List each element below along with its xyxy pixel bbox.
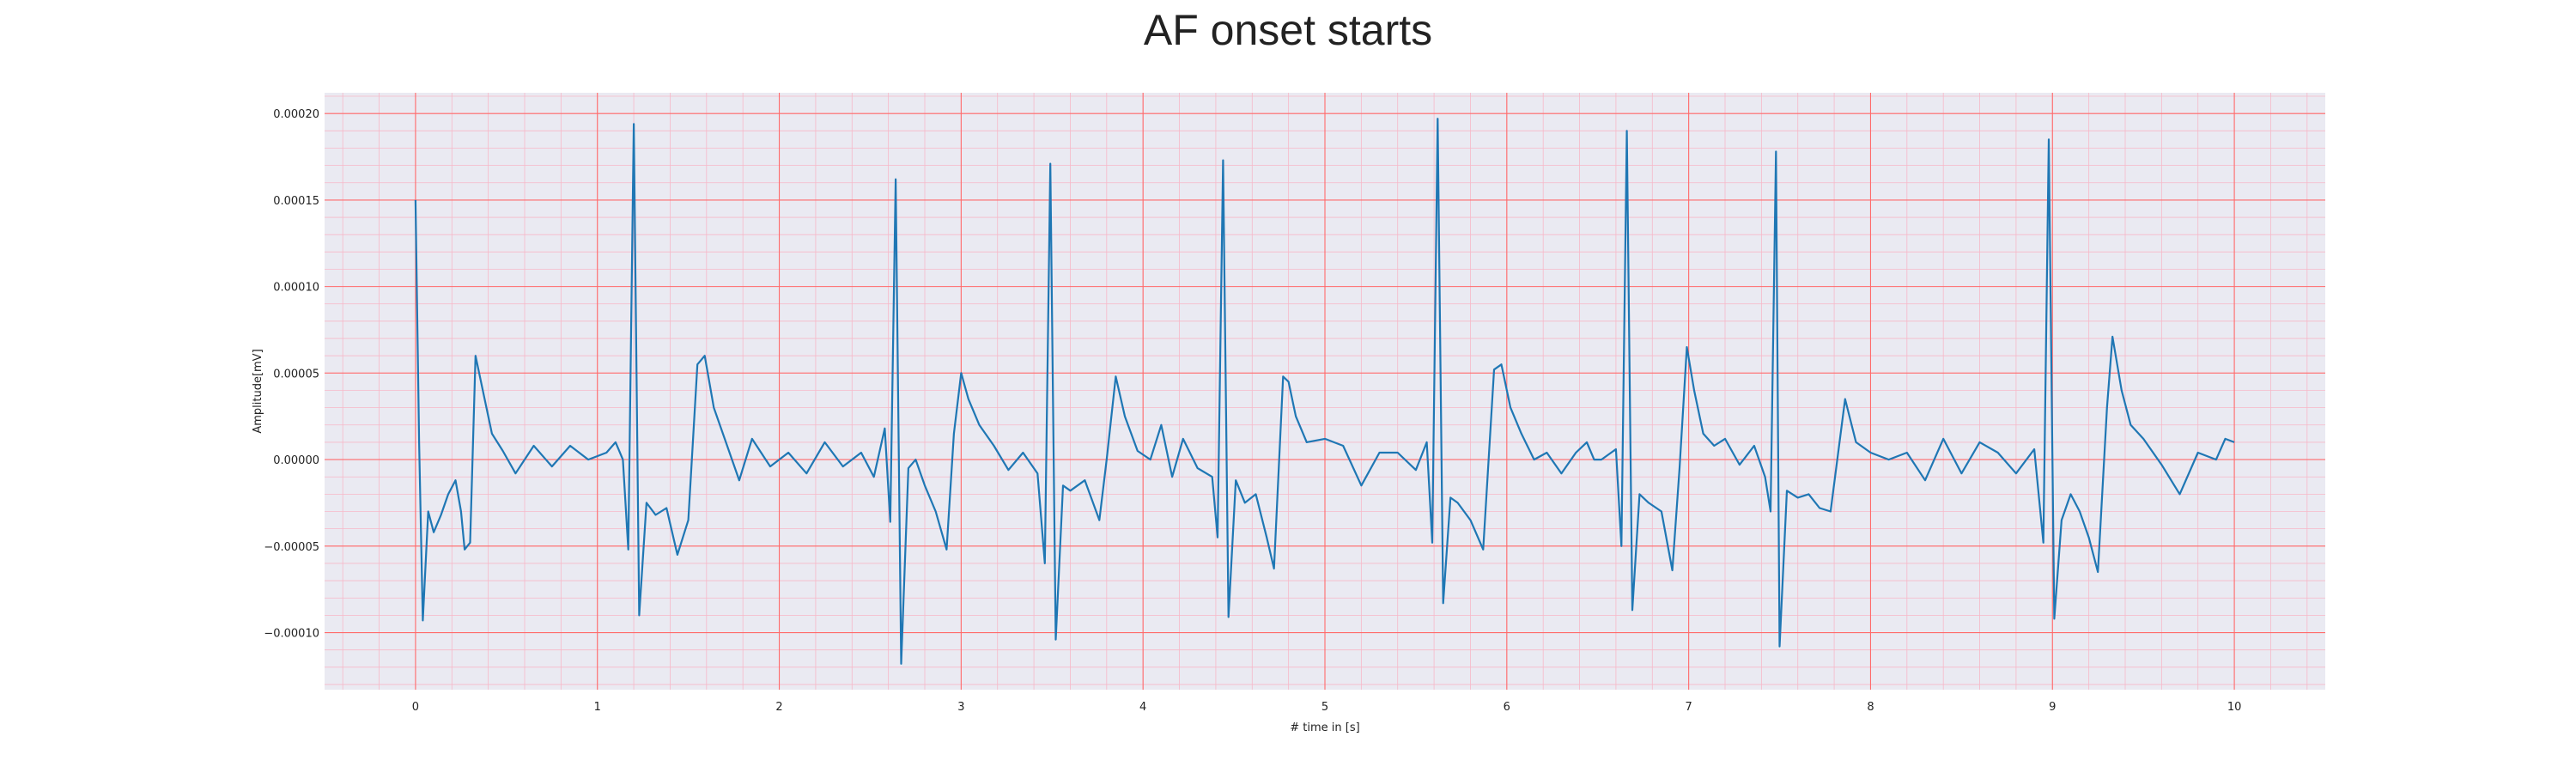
x-tick-label: 0 — [412, 701, 419, 714]
y-tick-label: 0.00020 — [273, 108, 319, 121]
y-tick-labels: −0.00010 −0.00005 0.00000 0.00005 0.00010 0.0… — [264, 108, 319, 640]
x-tick-label: 1 — [594, 701, 601, 714]
x-tick-label: 6 — [1504, 701, 1510, 714]
y-axis-label: Amplitude[mV] — [252, 349, 264, 433]
y-tick-label: 0.00000 — [273, 454, 319, 467]
x-tick-label: 2 — [775, 701, 782, 714]
x-tick-label: 8 — [1867, 701, 1874, 714]
x-tick-label: 7 — [1685, 701, 1692, 714]
x-tick-label: 10 — [2227, 701, 2242, 714]
x-tick-labels: 0 1 2 3 4 5 6 7 8 9 10 — [412, 701, 2242, 714]
y-tick-label: 0.00015 — [273, 195, 319, 208]
ecg-signal-line — [414, 118, 2235, 665]
x-tick-label: 3 — [957, 701, 964, 714]
major-grid — [325, 93, 2325, 690]
y-tick-label: −0.00010 — [264, 628, 319, 641]
x-tick-label: 5 — [1321, 701, 1328, 714]
x-axis-label: # time in [s] — [1290, 721, 1359, 734]
y-tick-label: 0.00005 — [273, 368, 319, 380]
x-tick-label: 4 — [1139, 701, 1146, 714]
y-tick-label: −0.00005 — [264, 541, 319, 554]
x-tick-label: 9 — [2049, 701, 2056, 714]
chart-title: AF onset starts — [1143, 6, 1433, 54]
y-tick-label: 0.00010 — [273, 282, 319, 295]
